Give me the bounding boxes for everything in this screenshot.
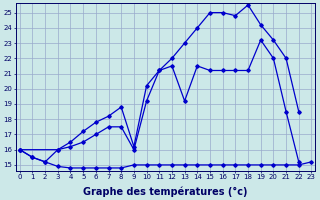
X-axis label: Graphe des températures (°c): Graphe des températures (°c) (83, 186, 248, 197)
